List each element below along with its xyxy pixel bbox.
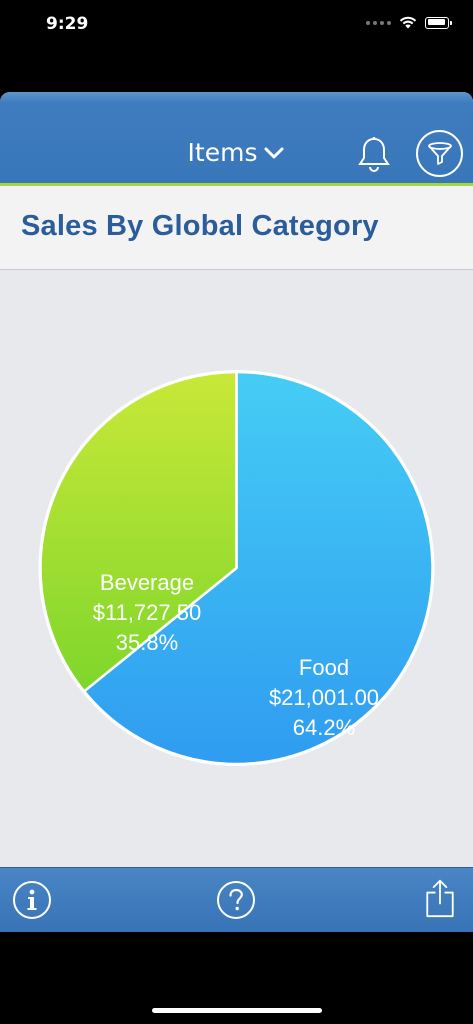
filter-button[interactable] xyxy=(416,130,463,177)
filter-icon xyxy=(427,141,452,165)
nav-bar: Items xyxy=(0,92,473,186)
chart-title: Sales By Global Category xyxy=(21,210,379,242)
slice-label-name-beverage: Beverage xyxy=(100,570,194,595)
pie-chart-area: Food $21,001.00 64.2% Beverage $11,727.50 35.… xyxy=(0,270,473,868)
info-icon[interactable] xyxy=(12,880,52,920)
slice-label-percent-beverage: 35.8% xyxy=(116,630,178,655)
pie-slice-food[interactable] xyxy=(82,370,434,766)
slice-label-value-food: $21,001.00 xyxy=(269,685,379,710)
slice-label-name-food: Food xyxy=(299,655,349,680)
signal-icon xyxy=(366,20,391,25)
status-time: 9:29 xyxy=(46,14,89,34)
pie-slice-beverage[interactable] xyxy=(39,370,238,693)
pie-chart: Food $21,001.00 64.2% Beverage $11,727.50 35.… xyxy=(38,370,435,766)
chart-header xyxy=(0,186,473,270)
chevron-down-icon xyxy=(264,147,284,158)
slice-label-value-beverage: $11,727.50 xyxy=(93,600,201,625)
bottom-toolbar xyxy=(0,867,473,932)
status-bar: 9:29 xyxy=(0,0,473,52)
battery-icon xyxy=(425,16,452,29)
slice-label-percent-food: 64.2% xyxy=(293,715,355,740)
nav-title: Items xyxy=(187,138,258,167)
wifi-icon xyxy=(399,16,417,29)
help-icon[interactable] xyxy=(216,880,256,920)
bell-icon[interactable] xyxy=(357,136,391,172)
share-icon[interactable] xyxy=(420,878,460,918)
app-window: Items Sales By Global Category xyxy=(0,92,473,932)
home-indicator xyxy=(152,1008,322,1013)
status-icons xyxy=(366,16,452,29)
items-dropdown[interactable]: Items xyxy=(0,138,473,167)
